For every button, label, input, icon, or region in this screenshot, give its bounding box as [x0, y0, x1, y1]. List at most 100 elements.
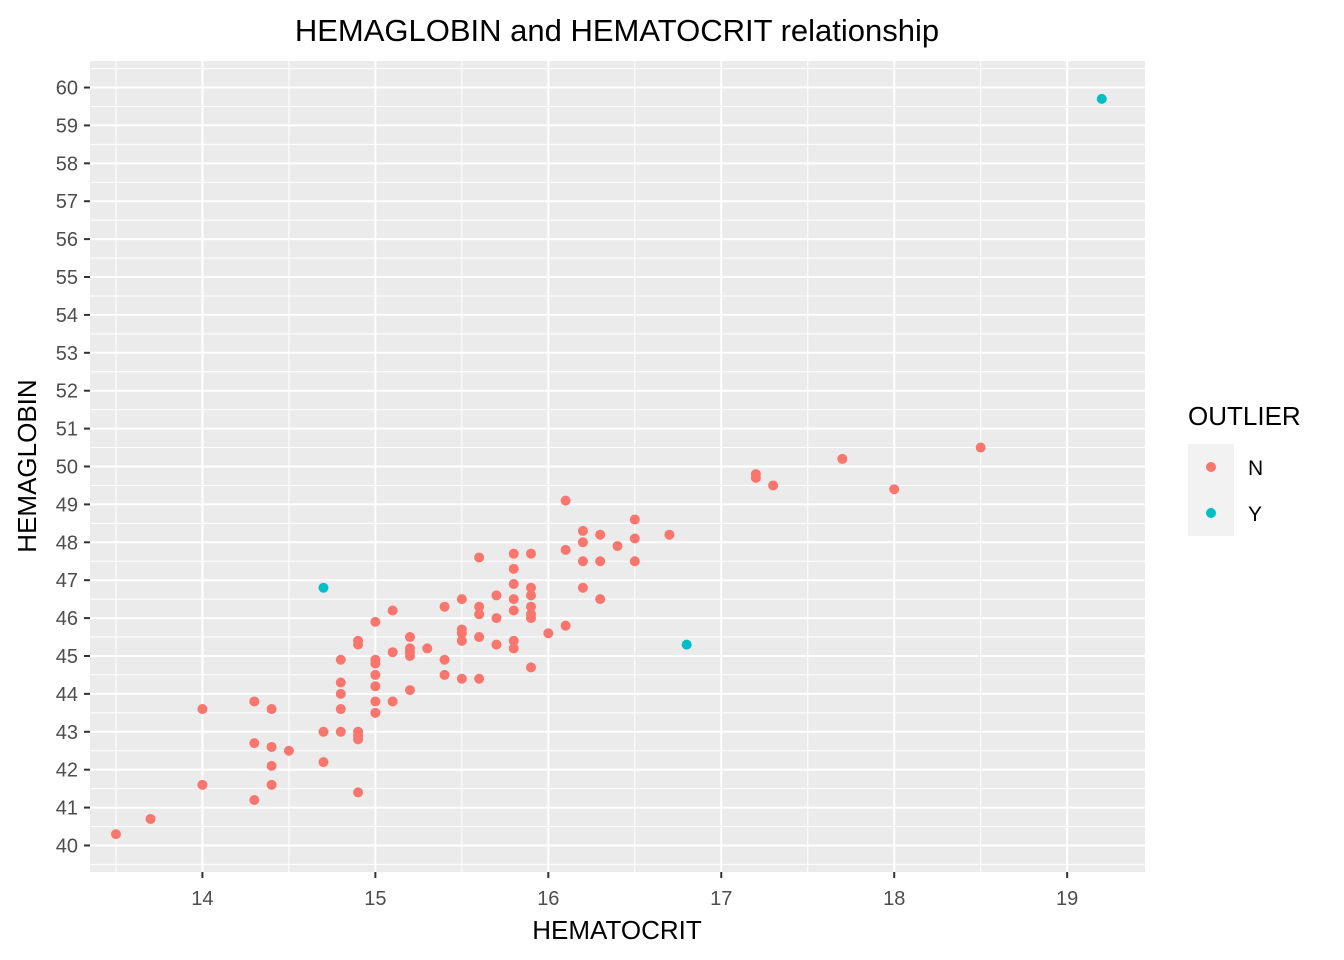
data-point-n — [145, 813, 156, 824]
y-tick-label: 53 — [56, 343, 78, 365]
data-point-n — [370, 707, 381, 718]
data-point-n — [577, 525, 588, 536]
data-point-n — [370, 681, 381, 692]
y-tick-label: 40 — [56, 835, 78, 857]
data-point-n — [456, 628, 467, 639]
data-point-n — [404, 650, 415, 661]
legend-marker-n — [1206, 462, 1216, 472]
data-point-n — [837, 453, 848, 464]
x-tick-label: 19 — [1056, 888, 1078, 910]
data-point-n — [110, 829, 121, 840]
y-tick-label: 43 — [56, 722, 78, 744]
data-point-n — [353, 787, 364, 798]
x-tick-label: 18 — [883, 888, 905, 910]
data-point-n — [456, 635, 467, 646]
data-point-n — [560, 620, 571, 631]
data-point-n — [508, 643, 519, 654]
data-point-n — [439, 669, 450, 680]
y-tick-label: 42 — [56, 760, 78, 782]
data-point-n — [629, 556, 640, 567]
x-axis-title: HEMATOCRIT — [532, 915, 702, 945]
legend: OUTLIER N Y — [1188, 401, 1301, 536]
y-tick-label: 48 — [56, 532, 78, 554]
data-point-n — [318, 757, 329, 768]
data-point-n — [612, 541, 623, 552]
y-tick-label: 49 — [56, 494, 78, 516]
data-point-n — [335, 704, 346, 715]
y-tick-label: 41 — [56, 798, 78, 820]
y-tick-label: 46 — [56, 608, 78, 630]
data-point-n — [249, 738, 260, 749]
legend-title: OUTLIER — [1188, 401, 1301, 431]
data-point-n — [387, 647, 398, 658]
chart-title: HEMAGLOBIN and HEMATOCRIT relationship — [295, 13, 939, 48]
data-point-n — [577, 556, 588, 567]
data-point-n — [266, 704, 277, 715]
legend-label-n: N — [1248, 457, 1263, 480]
data-point-n — [889, 484, 900, 495]
data-point-n — [508, 605, 519, 616]
y-tick-label: 57 — [56, 191, 78, 213]
data-point-n — [283, 745, 294, 756]
y-tick-label: 52 — [56, 381, 78, 403]
data-point-n — [750, 472, 761, 483]
data-point-n — [422, 643, 433, 654]
data-point-n — [595, 556, 606, 567]
data-point-n — [370, 669, 381, 680]
data-point-n — [629, 533, 640, 544]
legend-marker-y — [1206, 508, 1216, 518]
data-point-n — [404, 632, 415, 643]
y-tick-label: 59 — [56, 115, 78, 137]
data-point-n — [335, 688, 346, 699]
data-point-n — [439, 654, 450, 665]
data-point-n — [370, 658, 381, 669]
y-tick-label: 44 — [56, 684, 78, 706]
data-point-n — [474, 673, 485, 684]
y-tick-label: 60 — [56, 78, 78, 100]
y-tick-label: 56 — [56, 229, 78, 251]
data-point-n — [404, 685, 415, 696]
y-axis-title: HEMAGLOBIN — [12, 379, 42, 552]
data-point-n — [474, 552, 485, 563]
data-point-n — [508, 635, 519, 646]
y-tick-label: 45 — [56, 646, 78, 668]
data-point-y — [318, 582, 329, 593]
data-point-n — [249, 794, 260, 805]
data-point-n — [197, 704, 208, 715]
data-point-n — [439, 601, 450, 612]
data-point-n — [474, 601, 485, 612]
x-tick-label: 14 — [191, 888, 213, 910]
data-point-n — [474, 609, 485, 620]
major-gridlines — [90, 61, 1145, 872]
data-point-n — [197, 779, 208, 790]
data-point-n — [249, 696, 260, 707]
data-point-n — [577, 582, 588, 593]
data-point-y — [681, 639, 692, 650]
data-point-n — [266, 760, 277, 771]
data-point-n — [387, 605, 398, 616]
y-tick-label: 54 — [56, 305, 78, 327]
data-point-n — [975, 442, 986, 453]
data-point-n — [526, 662, 537, 673]
data-point-n — [664, 529, 675, 540]
data-point-n — [526, 548, 537, 559]
legend-label-y: Y — [1248, 503, 1262, 526]
data-point-n — [370, 616, 381, 627]
data-point-n — [474, 632, 485, 643]
x-tick-label: 17 — [710, 888, 732, 910]
data-point-n — [491, 639, 502, 650]
data-point-y — [1096, 93, 1107, 104]
data-point-n — [266, 779, 277, 790]
y-tick-label: 58 — [56, 153, 78, 175]
x-tick-label: 15 — [364, 888, 386, 910]
data-point-n — [335, 677, 346, 688]
data-point-n — [491, 613, 502, 624]
data-point-n — [387, 696, 398, 707]
data-point-n — [335, 726, 346, 737]
data-point-n — [577, 537, 588, 548]
data-point-n — [560, 495, 571, 506]
data-point-n — [335, 654, 346, 665]
y-tick-label: 55 — [56, 267, 78, 289]
data-points — [110, 93, 1107, 840]
